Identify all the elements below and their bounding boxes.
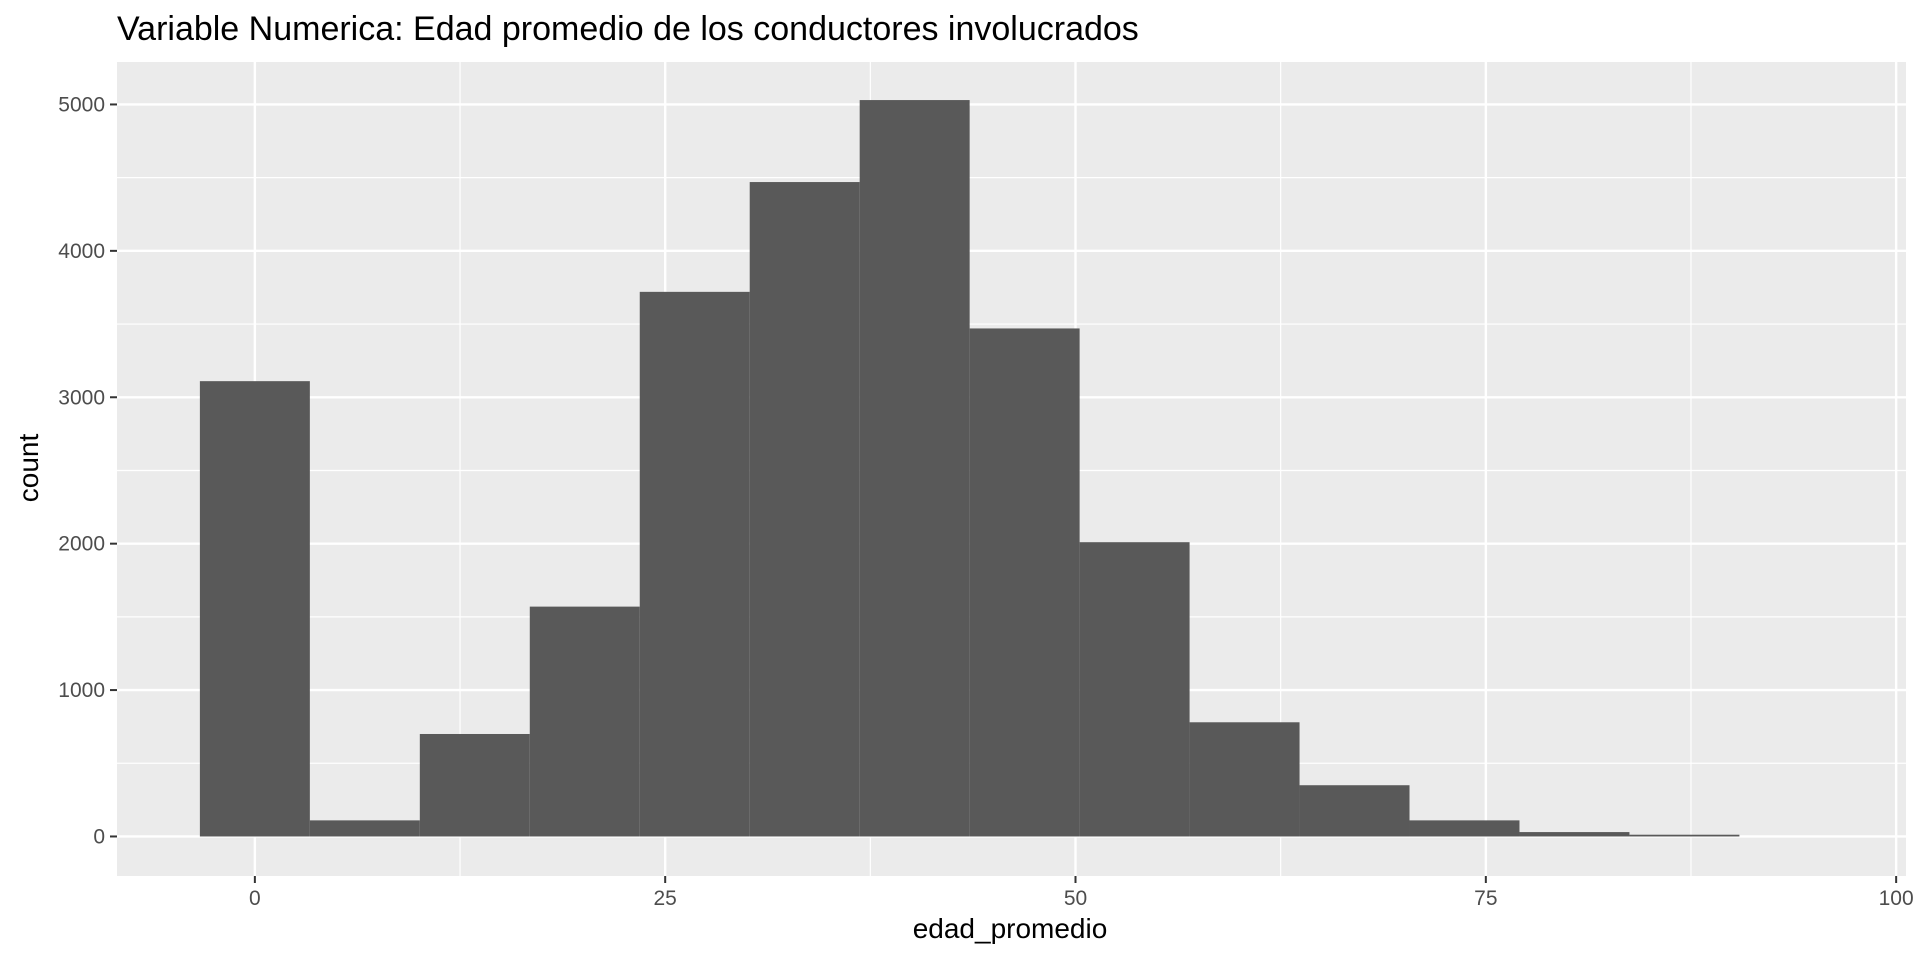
- histogram-bar: [1189, 722, 1300, 837]
- y-tick-label: 4000: [58, 240, 105, 263]
- x-tick-label: 0: [249, 887, 261, 910]
- x-tick-label: 100: [1879, 887, 1914, 910]
- histogram-bar: [419, 733, 530, 837]
- histogram-bar: [859, 100, 970, 837]
- y-tick-label: 5000: [58, 93, 105, 116]
- y-tick-label: 1000: [58, 679, 105, 702]
- x-axis: 0 25 50 75 100: [249, 876, 1914, 910]
- histogram-bar: [1519, 832, 1630, 837]
- x-tick-label: 25: [654, 887, 677, 910]
- x-tick-label: 50: [1064, 887, 1087, 910]
- histogram-bar: [309, 820, 420, 837]
- y-tick-label: 3000: [58, 386, 105, 409]
- histogram-bar: [1299, 785, 1410, 837]
- histogram-bar: [529, 606, 640, 837]
- chart-title: Variable Numerica: Edad promedio de los …: [117, 10, 1139, 48]
- y-tick-label: 2000: [58, 533, 105, 556]
- histogram-bars: [199, 100, 1740, 837]
- histogram-bar: [639, 291, 750, 837]
- histogram-bar: [1079, 542, 1190, 837]
- histogram-bar: [1409, 820, 1520, 837]
- y-axis: 0 1000 2000 3000 4000 5000: [58, 93, 117, 848]
- y-tick-label: 0: [93, 825, 105, 848]
- x-axis-title: edad_promedio: [913, 913, 1108, 944]
- histogram-bar: [749, 182, 860, 837]
- histogram-bar: [969, 328, 1080, 837]
- x-tick-label: 75: [1474, 887, 1497, 910]
- histogram-bar: [1629, 834, 1740, 837]
- y-axis-title: count: [13, 434, 44, 503]
- histogram-bar: [199, 381, 310, 837]
